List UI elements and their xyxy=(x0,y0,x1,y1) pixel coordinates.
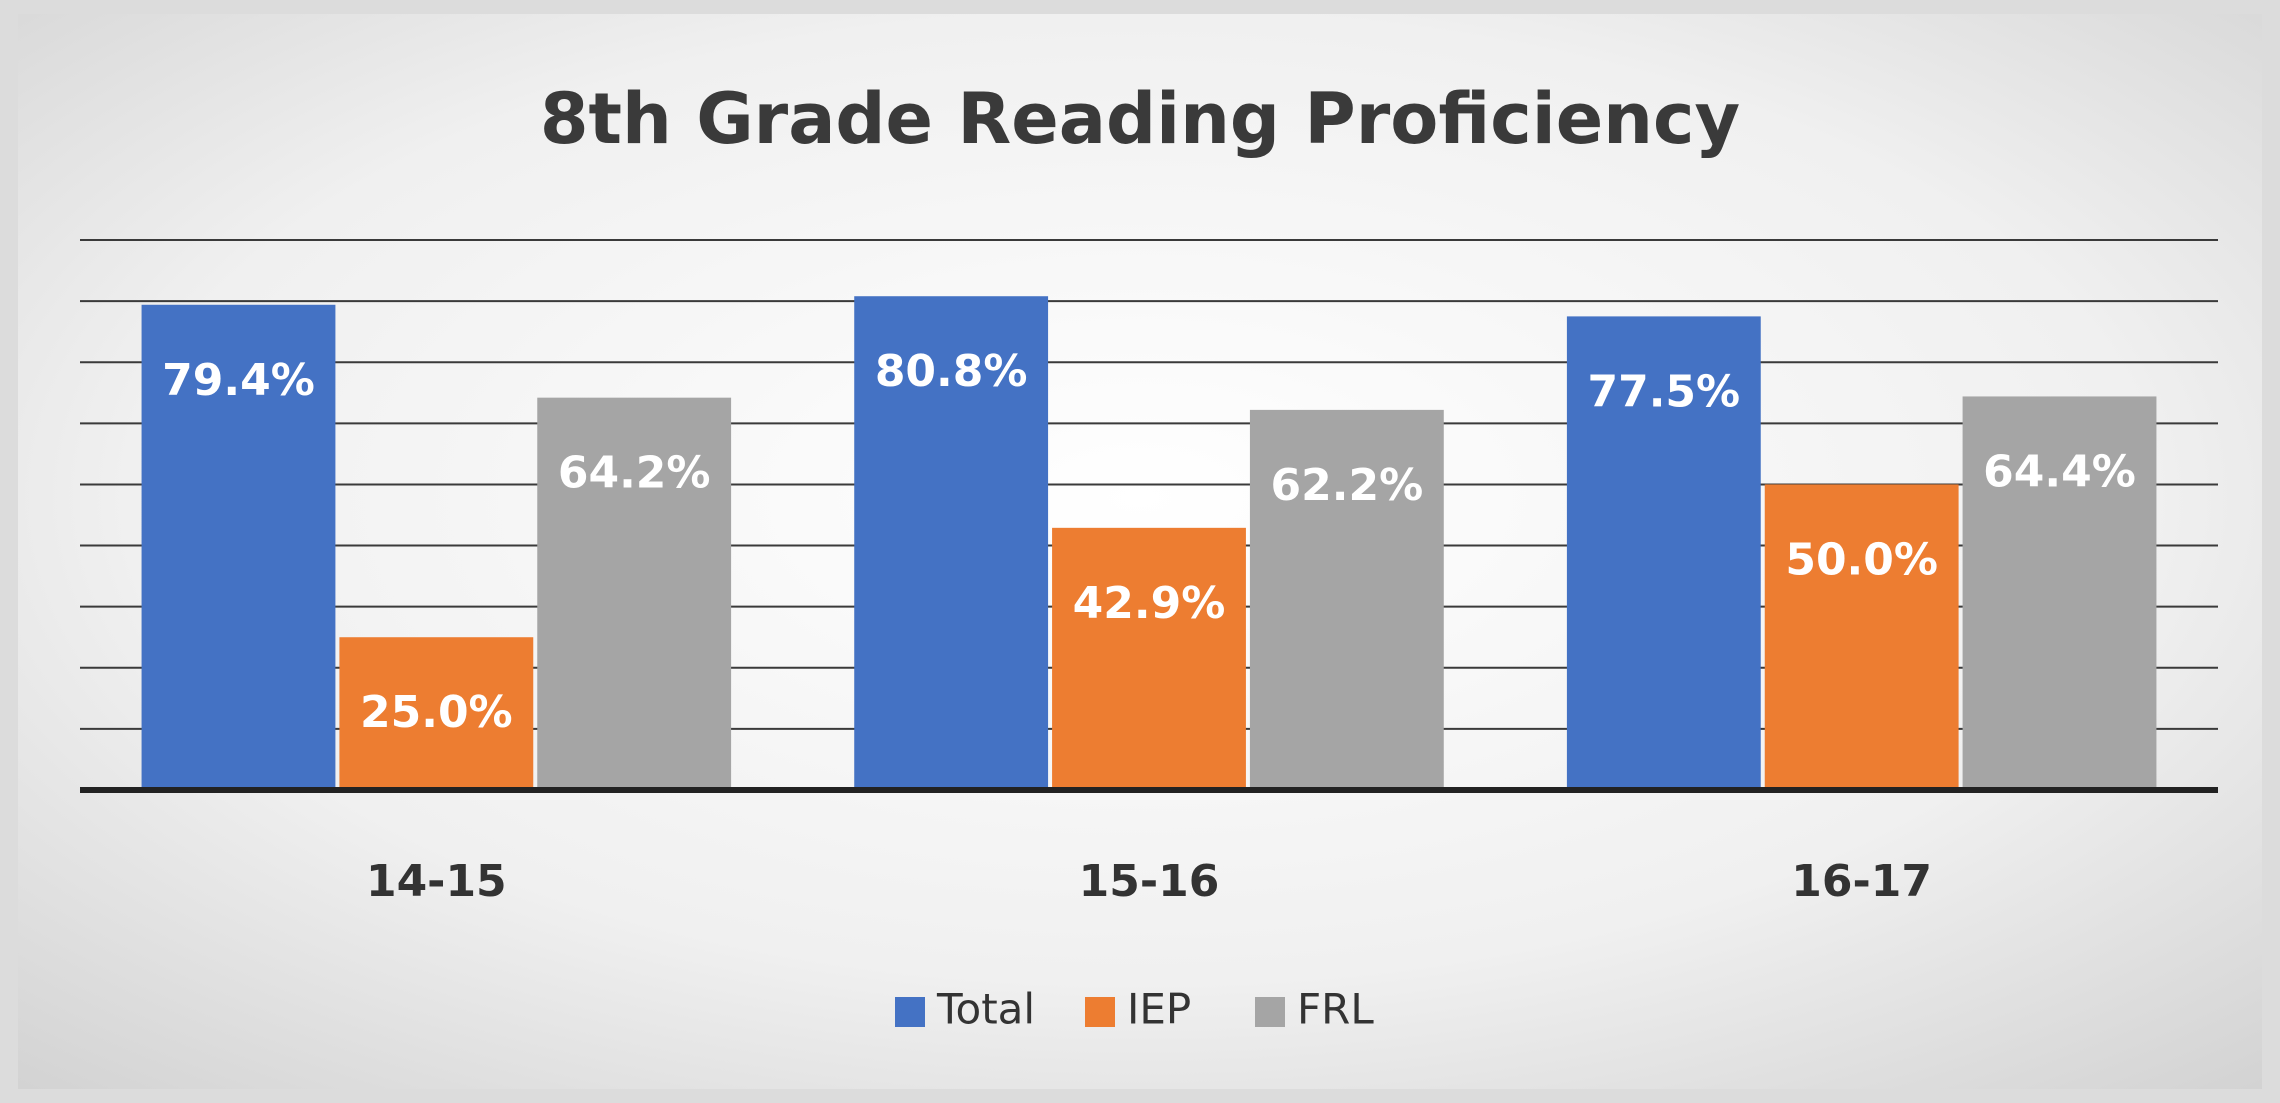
bar xyxy=(1052,527,1246,790)
data-label: 42.9% xyxy=(1073,578,1226,629)
data-label: 64.4% xyxy=(1983,446,2136,497)
bar xyxy=(1764,484,1959,790)
legend-swatch xyxy=(1255,997,1285,1027)
legend-swatch xyxy=(895,997,925,1027)
legend-label: FRL xyxy=(1297,985,1374,1034)
data-label: 77.5% xyxy=(1587,366,1740,417)
legend-label: IEP xyxy=(1127,985,1191,1034)
x-tick-label: 14-15 xyxy=(366,856,507,907)
legend-swatch xyxy=(1085,997,1115,1027)
bar xyxy=(141,304,336,790)
x-tick-label: 15-16 xyxy=(1079,856,1220,907)
data-label: 62.2% xyxy=(1271,460,1424,511)
bar xyxy=(854,296,1049,790)
bar xyxy=(1249,409,1444,790)
chart-title: 8th Grade Reading Proficiency xyxy=(540,78,1740,160)
data-label: 80.8% xyxy=(875,346,1028,397)
bar xyxy=(339,637,534,790)
bar xyxy=(1566,316,1761,790)
data-label: 79.4% xyxy=(162,355,315,406)
legend-label: Total xyxy=(936,985,1035,1034)
data-label: 50.0% xyxy=(1785,534,1938,585)
x-tick-label: 16-17 xyxy=(1791,856,1932,907)
data-label: 25.0% xyxy=(360,687,513,738)
bar xyxy=(537,397,732,790)
data-label: 64.2% xyxy=(558,448,711,499)
bar xyxy=(1962,396,2157,790)
